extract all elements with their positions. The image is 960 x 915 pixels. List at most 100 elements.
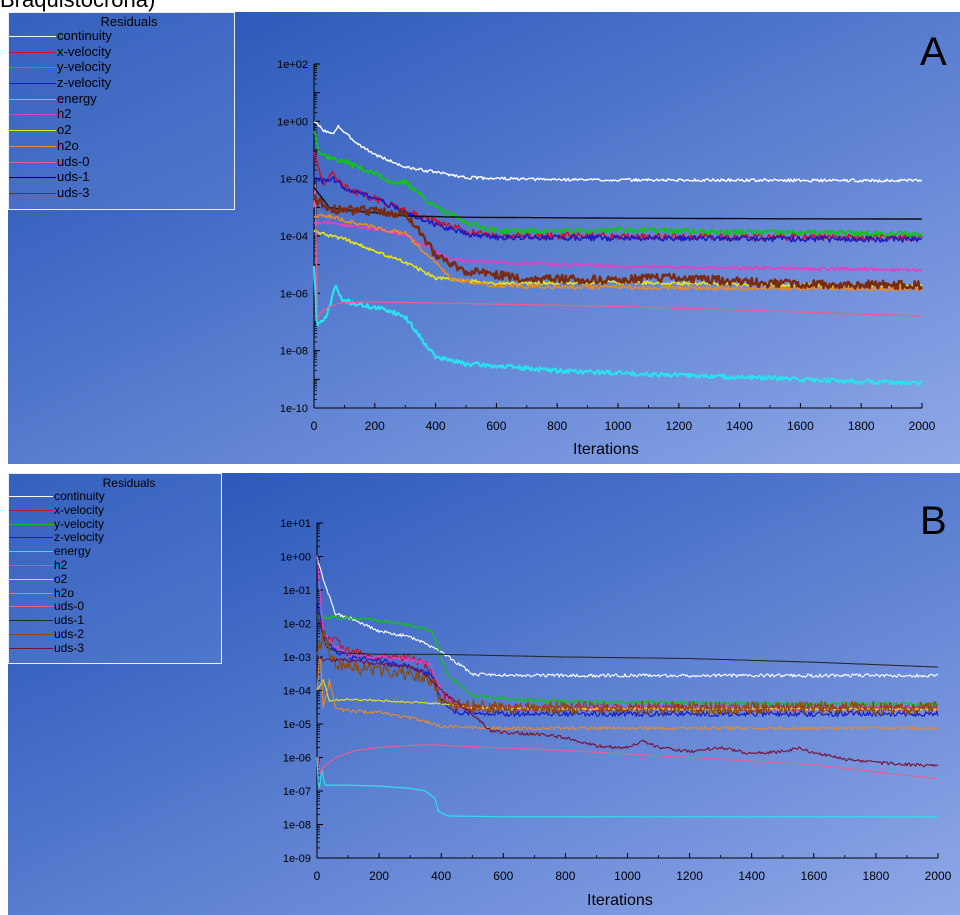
series-line-uds-0 — [317, 744, 939, 780]
legend-swatch — [9, 537, 53, 539]
legend-entry-continuity: continuity — [9, 490, 221, 504]
series-line-z-velocity — [313, 176, 923, 243]
legend-b: Residuals continuity x-velocity y-velocity… — [8, 473, 222, 664]
x-axis-label-b: Iterations — [587, 892, 653, 909]
legend-entry-energy: energy — [9, 90, 234, 108]
series-line-h2 — [316, 555, 939, 712]
legend-entry-h2o: h2o — [9, 585, 221, 601]
series-line-uds-1 — [316, 613, 939, 668]
legend-label: h2 — [54, 557, 68, 572]
x-tick-label: 1400 — [738, 869, 765, 883]
legend-swatch — [9, 620, 53, 622]
legend-entry-x-velocity: x-velocity — [9, 44, 234, 61]
legend-label: uds-1 — [54, 613, 85, 628]
legend-label: uds-1 — [57, 169, 90, 185]
chart-background — [8, 473, 960, 915]
x-tick-label: 400 — [431, 869, 451, 883]
residuals-chart-b: 1e-09 1e-08 1e-07 1e-06 1e-05 1e-04 1e-03 1e-02… — [8, 473, 960, 915]
x-tick-label: 2000 — [925, 869, 952, 883]
y-tick-label: 1e-10 — [280, 403, 308, 415]
legend-entry-o2: o2 — [9, 123, 234, 139]
legend-label: energy — [57, 90, 97, 106]
legend-label: h2o — [54, 585, 75, 600]
series-line-y-velocity — [313, 130, 923, 238]
legend-entry-uds-0: uds-0 — [9, 600, 221, 614]
series-line-energy — [316, 757, 938, 818]
y-tick-label: 1e-04 — [283, 686, 311, 698]
y-tick-label: 1e-04 — [280, 231, 308, 243]
legend-label: uds-3 — [57, 184, 90, 200]
y-tick-label: 1e+02 — [277, 59, 308, 71]
legend-swatch — [9, 606, 53, 608]
legend-entry-y-velocity: y-velocity — [9, 516, 221, 532]
residuals-chart-a: 1e-10 1e-08 1e-06 1e-04 1e-02 1e+00 1e+02 0 200 4… — [8, 12, 960, 464]
legend-entry-uds-3: uds-3 — [9, 184, 234, 202]
legend-a-title: Residuals — [100, 14, 158, 29]
legend-swatch — [9, 130, 56, 132]
y-tick-label: 1e-08 — [280, 346, 308, 358]
legend-label: continuity — [54, 489, 105, 503]
y-tick-label: 1e-02 — [283, 619, 311, 631]
x-tick-label: 1200 — [665, 419, 692, 433]
x-tick-label: 1000 — [605, 419, 632, 433]
series-line-h2o — [313, 213, 923, 292]
x-tick-label: 600 — [486, 419, 506, 433]
x-tick-label: 1600 — [787, 419, 814, 433]
series-line-y-velocity — [316, 615, 939, 707]
chart-a-canvas: 1e-10 1e-08 1e-06 1e-04 1e-02 1e+00 1e+02 0 200 4… — [8, 12, 960, 464]
series-line-o2 — [316, 679, 939, 711]
legend-label: y-velocity — [57, 59, 112, 75]
x-tick-label: 400 — [426, 419, 446, 433]
legend-a-entries: continuity x-velocity y-velocity z-velocity… — [9, 29, 234, 202]
legend-swatch — [9, 83, 56, 85]
legend-swatch — [9, 551, 53, 553]
legend-entry-uds-3: uds-3 — [9, 640, 221, 656]
series-line-uds-0 — [313, 183, 922, 321]
y-tick-label: 1e-06 — [280, 288, 308, 300]
legend-entry-z-velocity: z-velocity — [9, 531, 221, 545]
legend-label: o2 — [54, 571, 68, 586]
legend-swatch — [9, 67, 56, 69]
legend-label: h2o — [57, 137, 79, 153]
legend-swatch — [9, 633, 53, 635]
legend-b-title: Residuals — [102, 476, 156, 490]
x-tick-label: 600 — [493, 869, 513, 883]
series-line-continuity — [313, 121, 923, 183]
legend-entry-uds-1: uds-1 — [9, 170, 234, 186]
legend-label: uds-2 — [54, 626, 85, 641]
legend-entry-energy: energy — [9, 545, 221, 559]
legend-label: uds-3 — [54, 640, 85, 655]
y-tick-label: 1e+00 — [280, 552, 311, 564]
legend-label: y-velocity — [54, 516, 105, 531]
y-tick-label: 1e-09 — [283, 853, 311, 865]
series-line-continuity — [316, 555, 939, 678]
x-tick-label: 1000 — [614, 869, 641, 883]
legend-label: uds-0 — [57, 153, 90, 169]
legend-entry-uds-2: uds-2 — [9, 626, 221, 642]
legend-swatch — [9, 192, 56, 194]
legend-swatch — [9, 592, 53, 594]
legend-label: z-velocity — [57, 75, 112, 91]
legend-swatch — [9, 114, 56, 116]
x-tick-label: 200 — [369, 869, 389, 883]
legend-swatch — [9, 36, 56, 37]
legend-entry-continuity: continuity — [9, 29, 234, 45]
legend-entry-z-velocity: z-velocity — [9, 76, 234, 92]
y-tick-label: 1e+01 — [280, 518, 311, 530]
legend-swatch — [9, 509, 53, 511]
x-tick-label: 2000 — [909, 419, 936, 433]
y-tick-label: 1e+00 — [277, 116, 308, 128]
y-tick-label: 1e-02 — [280, 174, 308, 186]
legend-a: Residuals continuity x-velocity y-velocity… — [8, 12, 235, 210]
figure-caption-fragment: Braquistócrona) — [0, 0, 155, 13]
panel-label-a: A — [920, 30, 947, 74]
legend-entry-h2: h2 — [9, 557, 221, 573]
legend-swatch — [9, 647, 53, 649]
legend-label: uds-0 — [54, 599, 85, 614]
x-tick-label: 1800 — [848, 419, 875, 433]
x-tick-label: 200 — [365, 419, 385, 433]
legend-entry-o2: o2 — [9, 571, 221, 587]
series-line-uds-2 — [316, 629, 938, 716]
legend-label: x-velocity — [54, 502, 105, 517]
series-line-h2o — [316, 656, 938, 731]
